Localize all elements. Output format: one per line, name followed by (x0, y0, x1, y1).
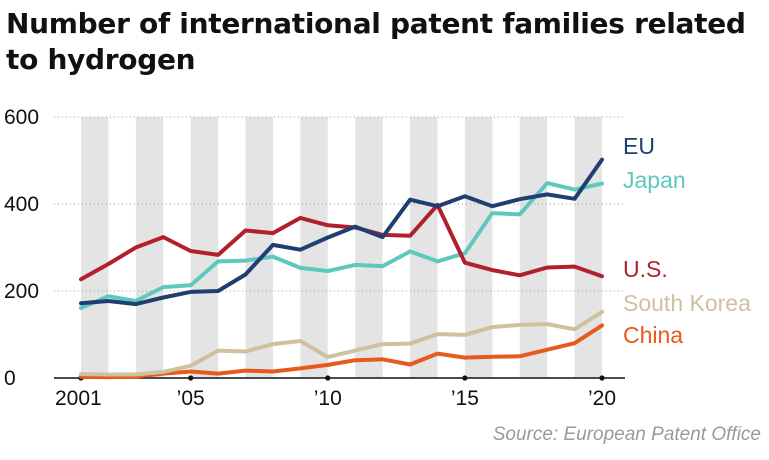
legend-label-china: China (623, 322, 683, 348)
series-line-china (79, 323, 604, 380)
x-tick-label: ’20 (588, 387, 616, 410)
series-line-south-korea (79, 309, 604, 377)
x-tick-mark (599, 375, 605, 381)
chart-title: Number of international patent families … (6, 7, 746, 76)
x-tick-mark (462, 375, 468, 381)
legend-label-japan: Japan (623, 167, 686, 193)
year-band (355, 117, 383, 378)
series-line-eu (79, 157, 604, 307)
x-tick-label: ’10 (314, 387, 342, 410)
y-tick-label: 200 (4, 280, 39, 303)
year-band (190, 117, 219, 378)
year-band (519, 117, 548, 378)
x-tick-label: 2001 (55, 387, 102, 410)
legend-label-south-korea: South Korea (623, 290, 751, 316)
legend-label-u-s: U.S. (623, 256, 668, 282)
x-tick-label: ’05 (177, 387, 205, 410)
y-tick-label: 600 (4, 106, 39, 129)
y-tick-label: 400 (4, 193, 39, 216)
series-line-japan (79, 181, 604, 310)
y-tick-label: 0 (4, 367, 16, 390)
x-tick-label: ’15 (451, 387, 479, 410)
year-band (81, 117, 109, 378)
x-tick-mark (188, 375, 194, 381)
legend-label-eu: EU (623, 133, 655, 159)
series-line-u-s (79, 202, 604, 282)
source-note: Source: European Patent Office (492, 424, 761, 445)
x-tick-mark (325, 375, 331, 381)
